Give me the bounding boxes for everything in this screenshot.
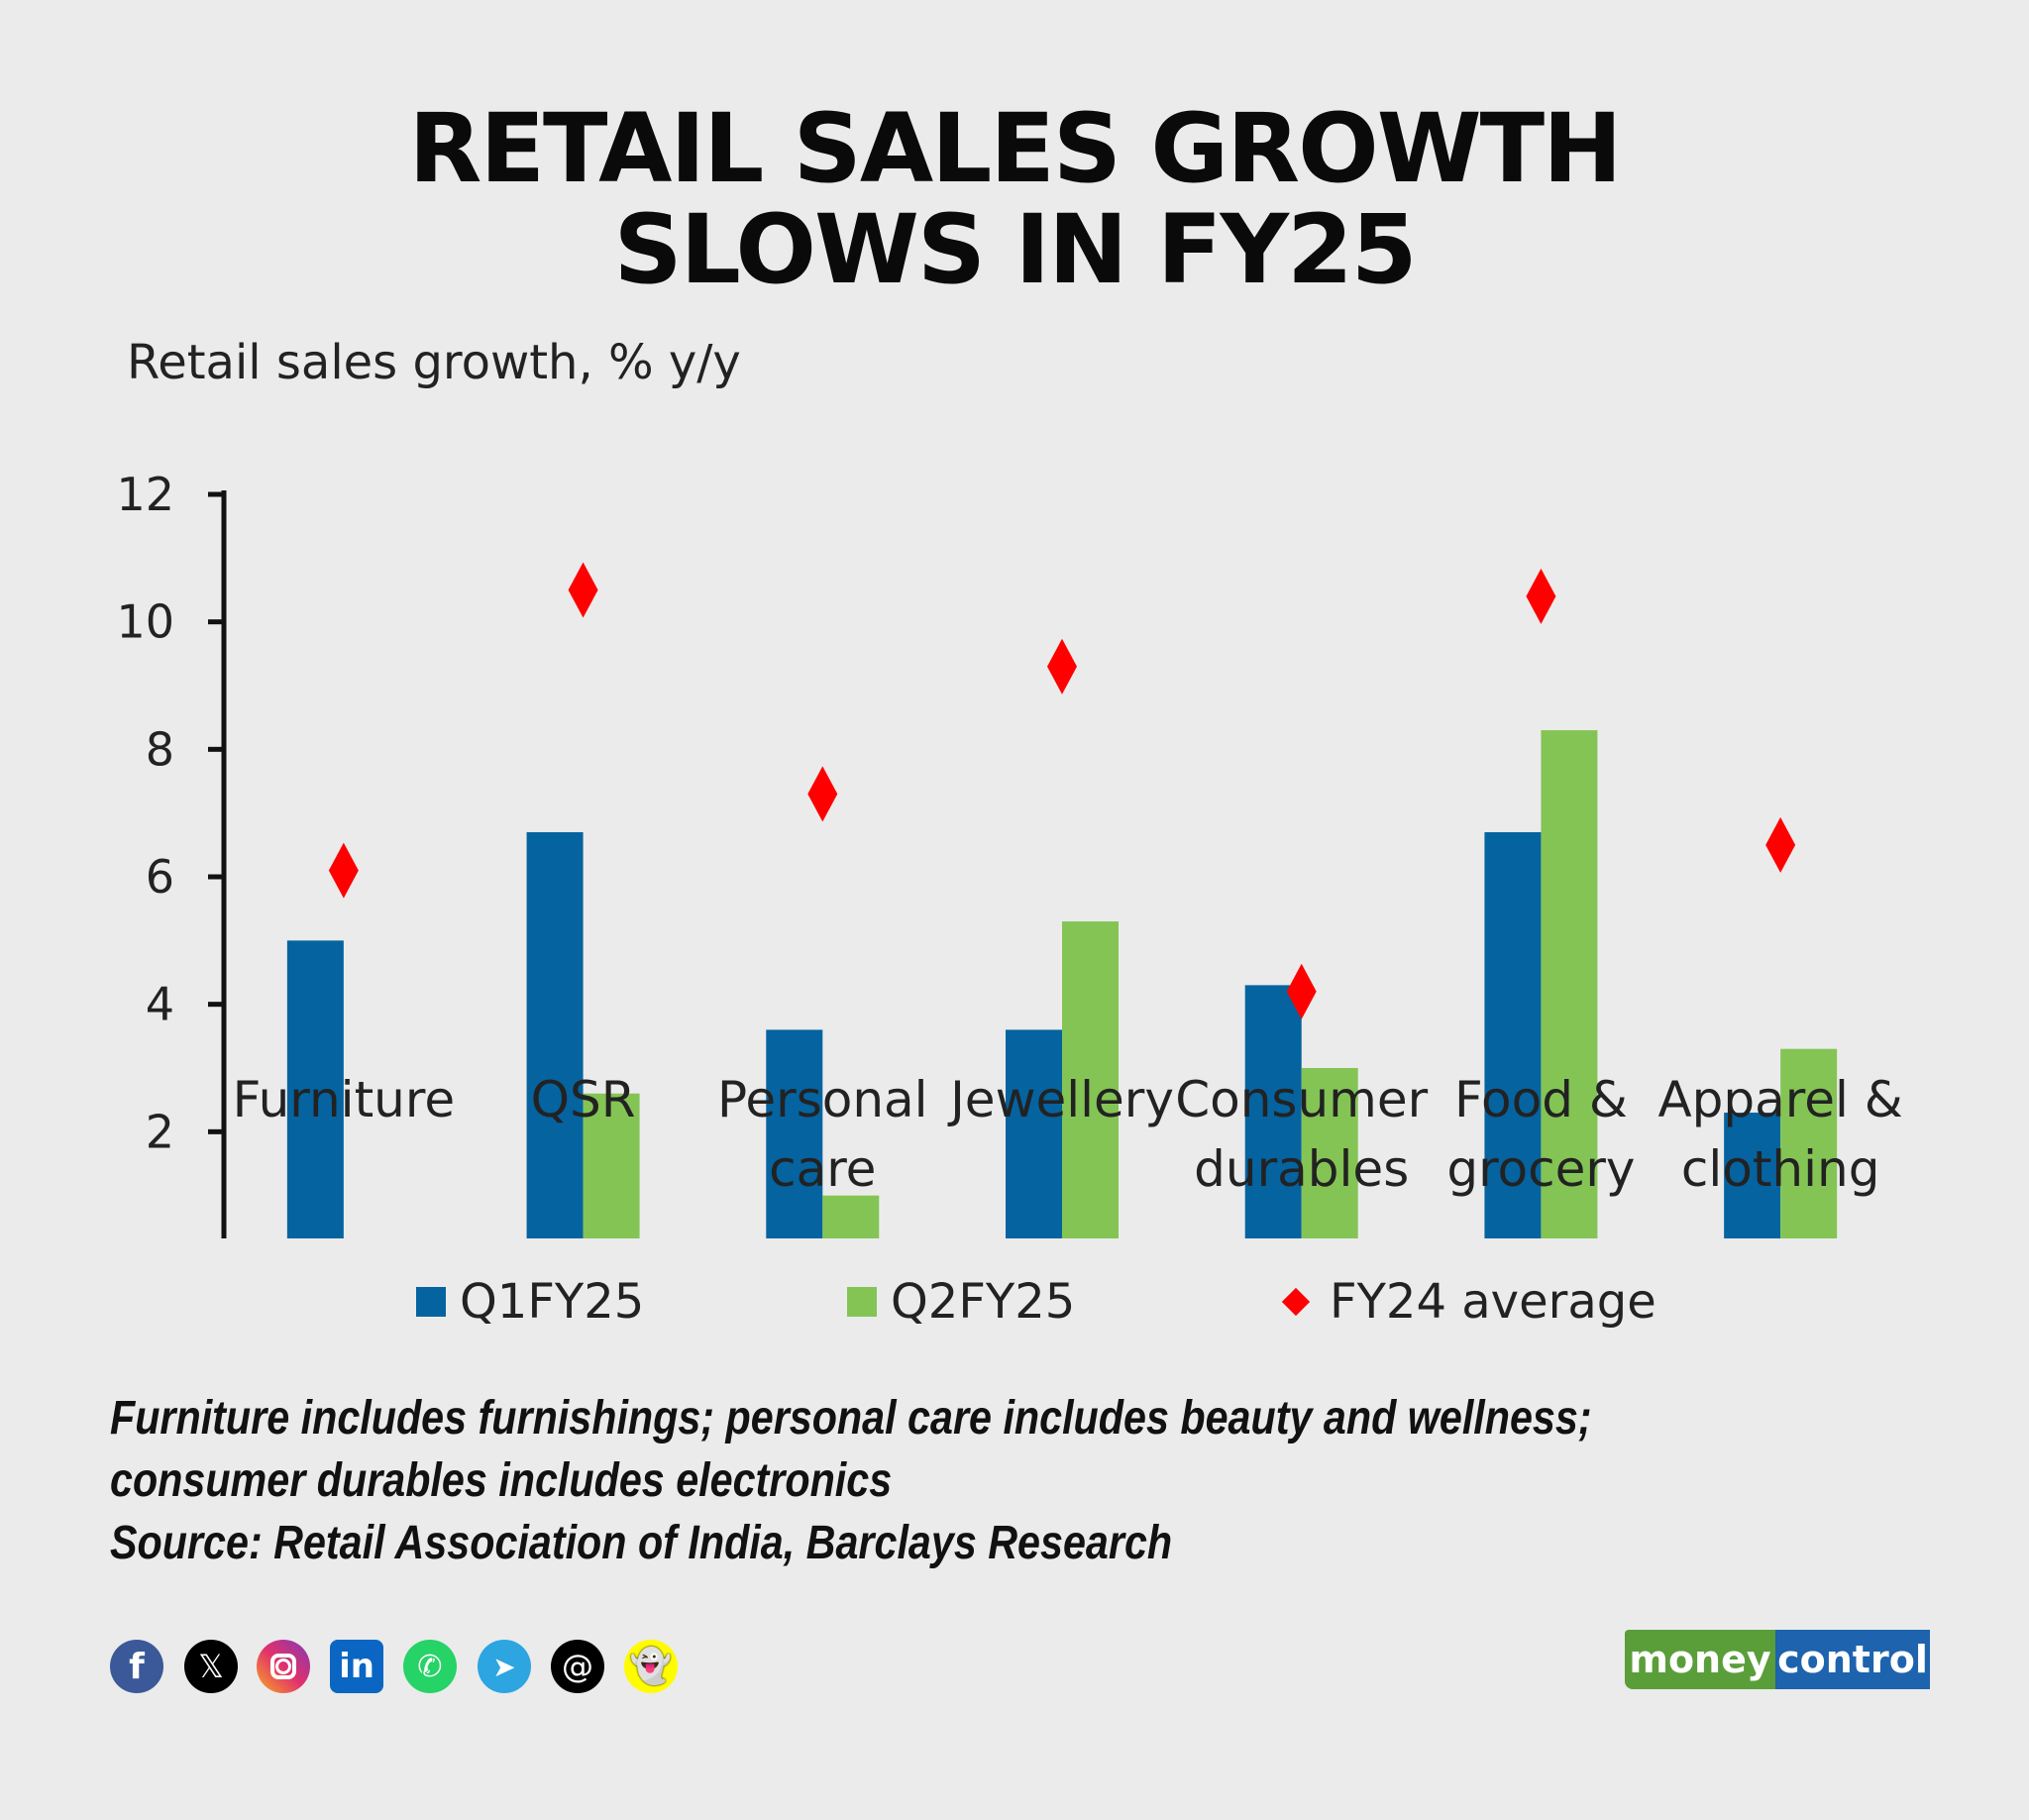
- y-tick-label: 12: [116, 468, 174, 521]
- marker-fy24-average: [1526, 568, 1556, 624]
- y-tick-label: 0: [146, 1232, 174, 1238]
- y-tick-label: 10: [116, 595, 174, 649]
- bar-q1fy25: [286, 940, 344, 1238]
- note-line: Furniture includes furnishings; personal…: [110, 1392, 1592, 1445]
- category-label: Jewellery: [947, 1071, 1174, 1128]
- threads-icon[interactable]: @: [551, 1640, 604, 1693]
- bar-q2fy25: [1062, 921, 1119, 1238]
- bar-q2fy25: [822, 1195, 880, 1238]
- y-tick-label: 4: [146, 978, 174, 1031]
- footnotes: Furniture includes furnishings; personal…: [110, 1387, 1592, 1574]
- category-label: Food &: [1454, 1071, 1628, 1128]
- category-label: durables: [1194, 1140, 1409, 1198]
- category-label: clothing: [1681, 1140, 1880, 1198]
- legend-label: FY24 average: [1330, 1274, 1656, 1330]
- bar-q1fy25: [766, 1029, 823, 1238]
- note-line: consumer durables includes electronics: [110, 1454, 893, 1507]
- marker-fy24-average: [807, 766, 838, 822]
- category-label: care: [769, 1140, 876, 1198]
- telegram-icon[interactable]: ➤: [478, 1640, 531, 1693]
- linkedin-icon[interactable]: in: [330, 1640, 383, 1693]
- bar-chart: -2024681012FurnitureQSRPersonalcareJewel…: [116, 468, 1903, 1238]
- y-tick-label: 2: [146, 1105, 174, 1158]
- legend-label: Q2FY25: [891, 1274, 1076, 1330]
- snapchat-icon[interactable]: 👻: [624, 1640, 678, 1693]
- bar-q1fy25: [1244, 985, 1302, 1238]
- x-icon[interactable]: 𝕏: [184, 1640, 238, 1693]
- bar-q2fy25: [1541, 730, 1598, 1238]
- marker-fy24-average: [1765, 816, 1796, 873]
- chart-title-line1: RETAIL SALES GROWTH: [408, 93, 1623, 204]
- category-label: grocery: [1446, 1140, 1635, 1198]
- facebook-icon[interactable]: f: [110, 1640, 163, 1693]
- marker-fy24-average: [568, 562, 598, 618]
- instagram-icon[interactable]: [257, 1640, 310, 1693]
- bar-q2fy25: [1780, 1048, 1838, 1238]
- category-label: Consumer: [1175, 1071, 1428, 1128]
- legend-swatch-green: [847, 1287, 877, 1317]
- legend-fy24-average: FY24 average: [1280, 1274, 1656, 1330]
- legend-swatch-blue: [416, 1287, 446, 1317]
- source-line: Source: Retail Association of India, Bar…: [110, 1517, 1173, 1569]
- moneycontrol-logo: money control: [1625, 1630, 1930, 1689]
- legend-label: Q1FY25: [460, 1274, 645, 1330]
- legend-diamond-icon: [1281, 1287, 1311, 1317]
- whatsapp-icon[interactable]: ✆: [403, 1640, 457, 1693]
- bar-q1fy25: [1484, 831, 1542, 1238]
- y-tick-label: 6: [146, 850, 174, 904]
- bar-q2fy25: [583, 1093, 640, 1238]
- bar-q2fy25: [1301, 1068, 1358, 1238]
- legend-q1fy25: Q1FY25: [416, 1274, 644, 1330]
- marker-fy24-average: [1286, 963, 1317, 1019]
- legend-q2fy25: Q2FY25: [847, 1274, 1075, 1330]
- category-label: Personal: [717, 1071, 928, 1128]
- logo-part-control: control: [1775, 1630, 1930, 1689]
- category-label: Furniture: [233, 1071, 456, 1128]
- y-tick-label: 8: [146, 722, 174, 776]
- bar-q1fy25: [526, 831, 584, 1238]
- category-label: Apparel &: [1657, 1071, 1902, 1128]
- logo-part-money: money: [1625, 1630, 1775, 1689]
- marker-fy24-average: [1047, 638, 1077, 695]
- bar-q1fy25: [1724, 1113, 1781, 1238]
- y-axis-label: Retail sales growth, % y/y: [127, 335, 741, 390]
- marker-fy24-average: [328, 842, 359, 899]
- bar-q1fy25: [1006, 1029, 1062, 1238]
- chart-title-line2: SLOWS IN FY25: [613, 194, 1417, 305]
- category-label: QSR: [531, 1071, 636, 1128]
